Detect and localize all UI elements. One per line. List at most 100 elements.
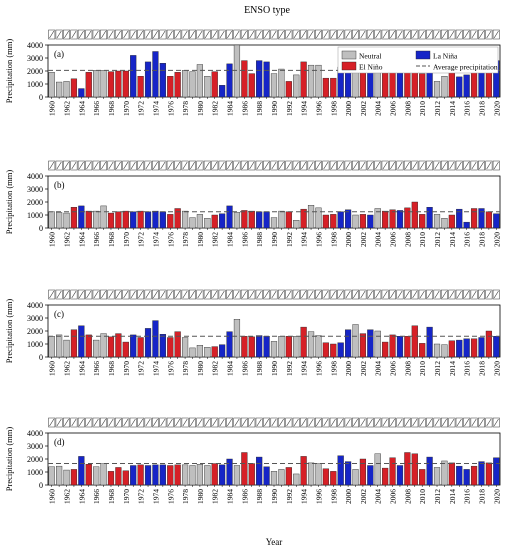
bar-1987 — [248, 210, 255, 229]
bar-1965 — [85, 210, 92, 229]
x-tick-label: 2008 — [403, 232, 412, 247]
bar-1979 — [189, 217, 196, 229]
x-tick-label: 2006 — [389, 232, 398, 247]
enso-strip-hatch — [249, 30, 255, 39]
enso-strip-hatch — [464, 30, 470, 39]
enso-strip-hatch — [464, 418, 470, 427]
x-tick-label: 2014 — [448, 232, 457, 247]
enso-strip-hatch — [330, 418, 336, 427]
bar-1977 — [174, 464, 181, 486]
bar-1969 — [115, 211, 122, 229]
y-tick-label: 2000 — [27, 67, 43, 76]
bar-1970 — [122, 341, 129, 358]
bar-1977 — [174, 331, 181, 358]
y-tick-label: 3000 — [27, 442, 43, 451]
enso-strip-hatch — [397, 290, 403, 299]
enso-strip-hatch — [56, 290, 62, 299]
x-tick-label: 1960 — [48, 101, 57, 116]
bar-1979 — [189, 347, 196, 358]
enso-strip-hatch — [167, 290, 173, 299]
enso-strip-hatch — [404, 30, 410, 39]
x-tick-label: 1972 — [137, 361, 146, 376]
x-tick-label: 1960 — [48, 489, 57, 504]
bar-1989 — [263, 466, 270, 486]
legend-label-lanina: La Niña — [433, 52, 458, 61]
panel-2: 0 1000 2000 3000 4000 Precipitation (mm) (b) 19… — [4, 160, 501, 247]
bar-2013 — [441, 344, 448, 358]
x-tick-label: 1962 — [63, 232, 72, 247]
enso-strip-hatch — [160, 30, 166, 39]
x-tick-label: 2018 — [477, 489, 486, 504]
y-tick-label: 4000 — [27, 41, 43, 50]
bar-1982 — [211, 71, 218, 98]
enso-strip-hatch — [479, 161, 484, 170]
enso-strip-hatch — [434, 418, 440, 427]
x-tick-label: 1988 — [255, 232, 264, 247]
bar-1972 — [137, 210, 144, 229]
x-tick-label: 2006 — [389, 361, 398, 376]
bar-2007 — [396, 72, 404, 98]
x-tick-label: 1984 — [226, 101, 235, 116]
bar-1995 — [307, 331, 315, 358]
bar-2008 — [404, 452, 411, 486]
enso-strip-hatch — [271, 290, 277, 299]
bar-1962 — [63, 81, 70, 98]
bar-1996 — [315, 463, 322, 486]
enso-strip-hatch — [397, 161, 403, 170]
x-tick-label: 1990 — [270, 361, 279, 376]
bar-2005 — [382, 210, 389, 229]
bar-1983 — [219, 213, 226, 229]
enso-strip-hatch — [64, 418, 69, 427]
enso-strip-hatch — [101, 290, 107, 299]
bar-1981 — [204, 218, 211, 229]
bar-1991 — [278, 68, 285, 98]
x-tick-label: 2016 — [463, 232, 472, 247]
enso-strip-hatch — [449, 30, 455, 39]
x-tick-label: 1986 — [240, 101, 249, 116]
bar-1961 — [56, 334, 63, 358]
x-tick-label: 1992 — [285, 361, 294, 376]
bar-1967 — [100, 205, 107, 229]
enso-strip-hatch — [427, 290, 433, 299]
bar-1990 — [270, 471, 278, 486]
bar-1971 — [130, 211, 137, 229]
enso-strip-hatch — [412, 290, 418, 299]
legend: Neutral La Niña El Niño Average precipitati… — [337, 46, 499, 74]
enso-strip-hatch — [271, 418, 277, 427]
bar-1988 — [256, 335, 263, 358]
x-tick-label: 2004 — [374, 489, 383, 504]
x-tick-label: 2002 — [359, 489, 368, 504]
enso-strip-hatch — [256, 161, 262, 170]
bar-1993 — [293, 219, 300, 229]
x-tick-label: 1974 — [151, 361, 160, 376]
bar-1969 — [115, 333, 122, 358]
enso-strip-hatch — [397, 30, 403, 39]
bar-1980 — [196, 64, 203, 98]
enso-strip-hatch — [308, 30, 314, 39]
x-tick-label: 1966 — [92, 489, 101, 504]
bar-1980 — [196, 214, 203, 229]
enso-strip-hatch — [330, 161, 336, 170]
x-tick-label: 1980 — [196, 489, 205, 504]
bar-1969 — [115, 70, 122, 98]
x-tick-label: 2020 — [492, 361, 501, 376]
x-tick-label: 1990 — [270, 489, 279, 504]
x-tick-label: 1972 — [137, 101, 146, 116]
enso-strip-hatch — [493, 418, 499, 427]
enso-strip-hatch — [441, 161, 447, 170]
enso-strip-hatch — [353, 30, 358, 39]
x-tick-label: 1962 — [63, 361, 72, 376]
bar-1968 — [107, 71, 115, 98]
bar-1980 — [196, 464, 203, 486]
enso-strip-hatch — [456, 290, 462, 299]
bar-2010 — [419, 343, 426, 358]
x-tick-label: 2004 — [374, 232, 383, 247]
enso-strip-hatch — [493, 290, 499, 299]
x-tick-label: 2008 — [403, 489, 412, 504]
bar-1971 — [130, 465, 137, 486]
bar-2005 — [382, 467, 389, 486]
panel-label: (d) — [54, 437, 65, 447]
bar-1963 — [70, 78, 78, 98]
x-tick-label: 1970 — [122, 361, 131, 376]
enso-strip-hatch — [212, 290, 218, 299]
